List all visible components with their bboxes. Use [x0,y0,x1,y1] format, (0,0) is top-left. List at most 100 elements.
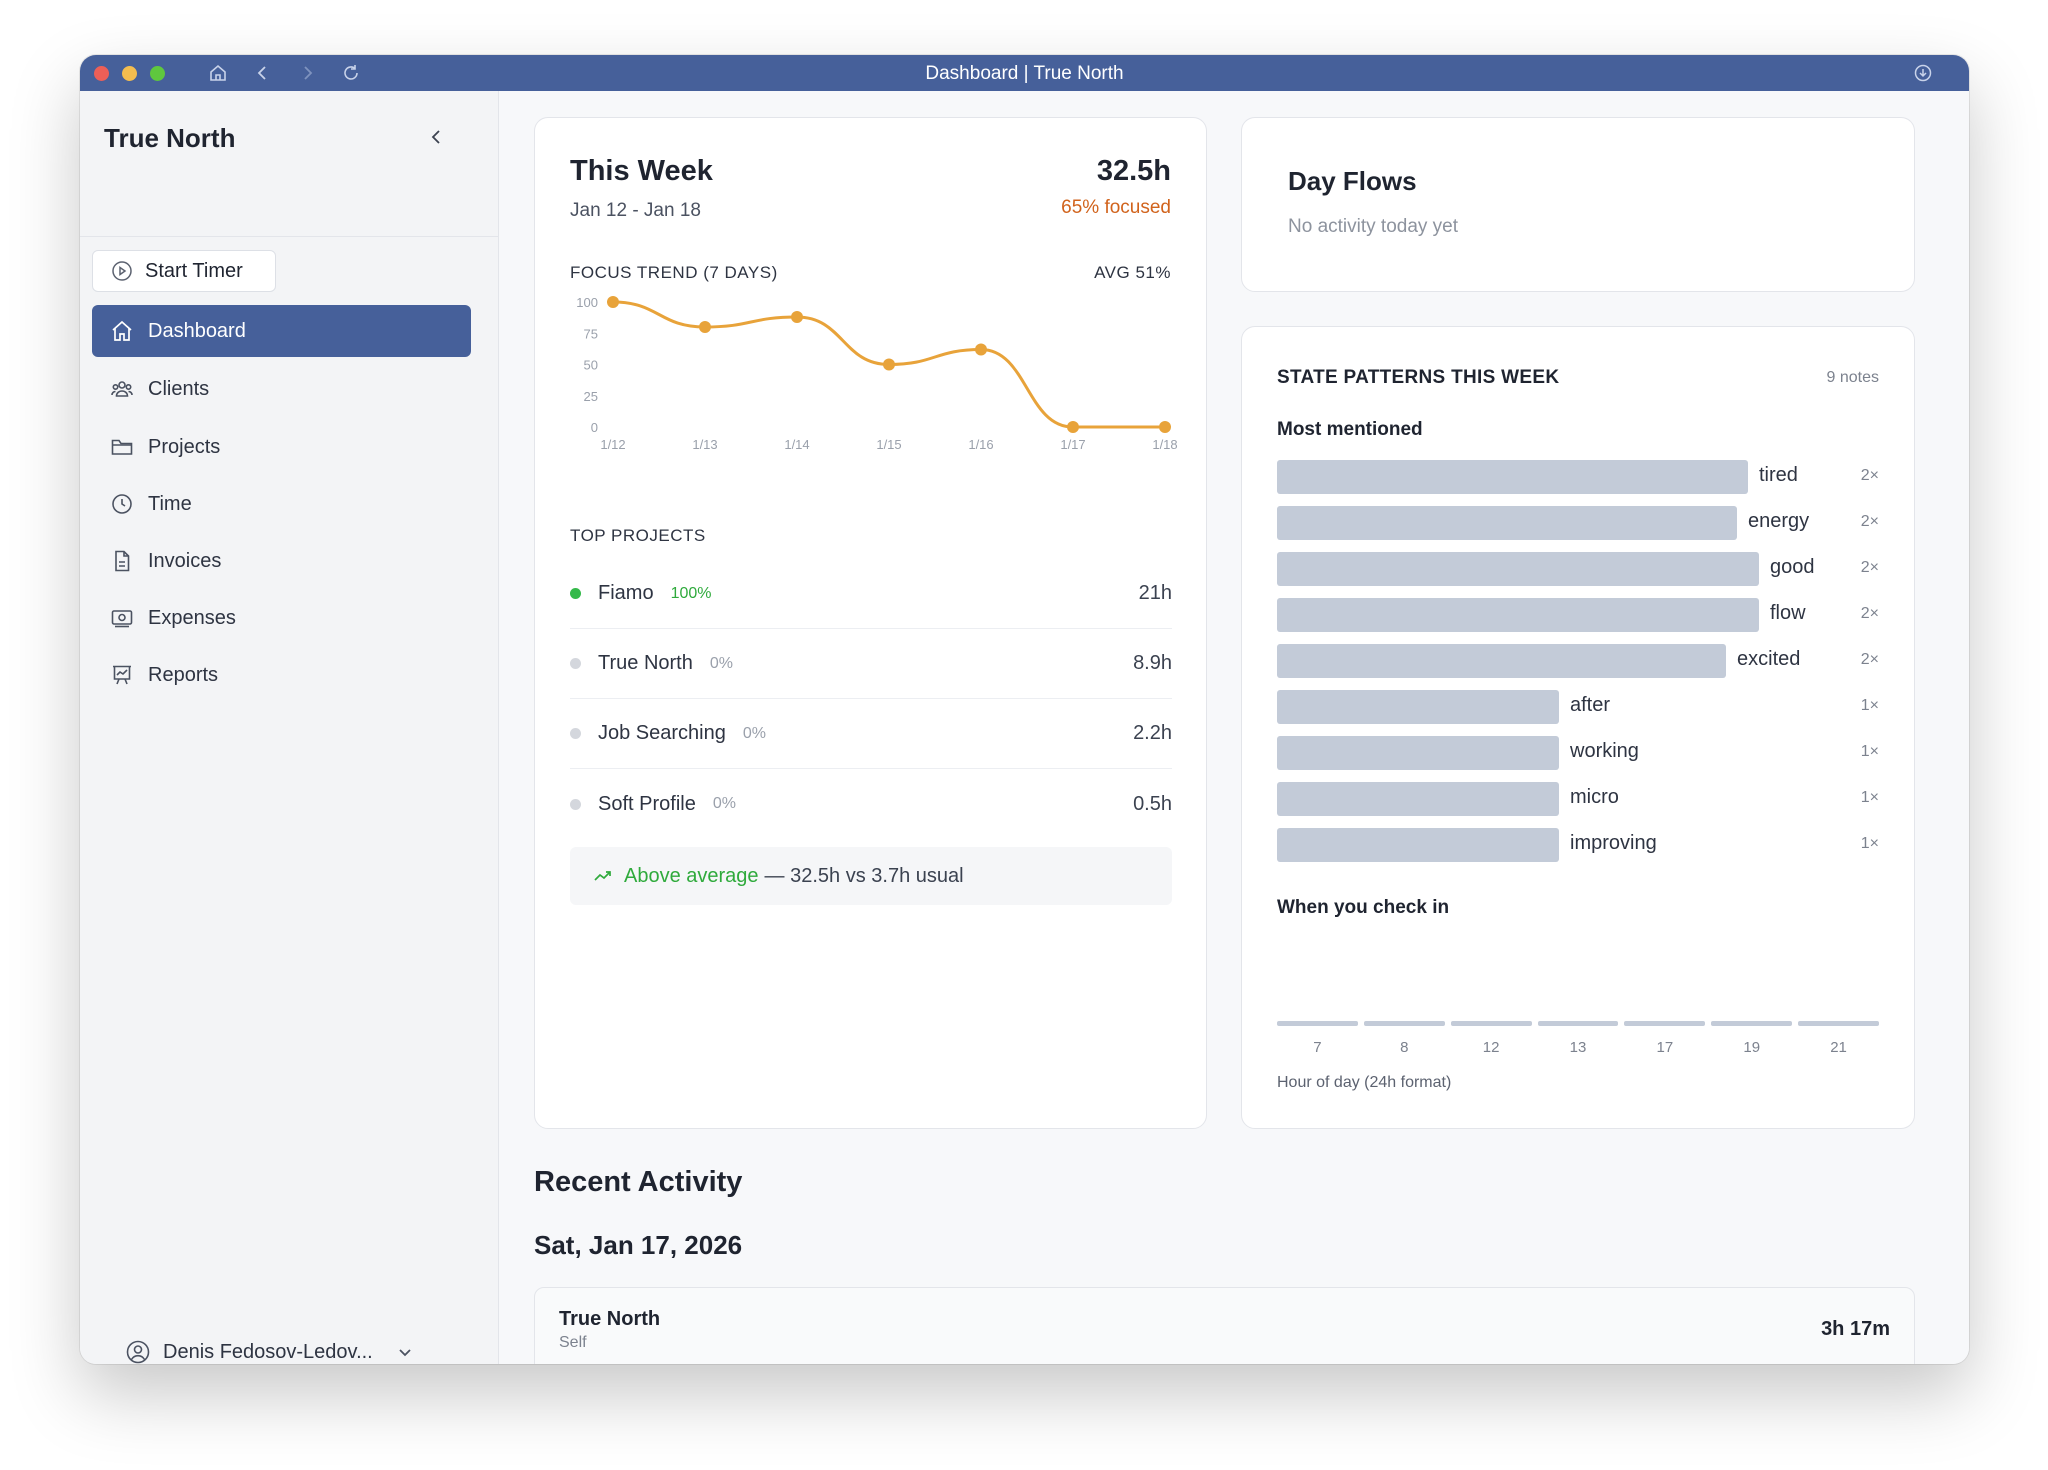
word-frequency-bar [1277,828,1559,862]
collapse-sidebar-icon[interactable] [422,123,450,151]
project-name: Job Searching [598,722,726,744]
sidebar-item-label: Invoices [148,549,222,572]
this-week-range: Jan 12 - Jan 18 [570,200,701,221]
word-label: flow [1770,602,1806,624]
presentation-chart-icon [113,665,131,685]
word-frequency-row: improving 1× [1277,828,1879,862]
check-in-hour-bar [1711,1021,1793,1026]
x-tick-label: 1/14 [784,437,809,452]
above-average-label: Above average [624,864,759,887]
receipt-icon [111,610,133,628]
word-label: good [1770,556,1815,578]
home-icon[interactable] [206,61,230,85]
user-menu[interactable]: Denis Fedosov-Ledov... [125,1339,415,1364]
project-name: Fiamo [598,582,654,604]
activity-entry[interactable]: True North Self 3h 17m [534,1287,1915,1364]
above-average-detail: — 32.5h vs 3.7h usual [764,864,964,887]
play-circle-icon [112,261,132,281]
word-frequency-row: energy 2× [1277,506,1879,540]
hour-tick-label: 8 [1400,1039,1409,1056]
sidebar-item-label: Time [148,492,192,515]
project-hours: 21h [1138,582,1172,604]
this-week-total: 32.5h [1096,155,1171,187]
sidebar-item-time[interactable]: Time [92,478,471,530]
trending-up-icon [594,871,611,881]
word-label: improving [1570,832,1657,854]
project-row[interactable]: Fiamo 100% 21h [570,559,1172,629]
sidebar-item-projects[interactable]: Projects [92,421,471,473]
check-in-hour-bar [1624,1021,1706,1026]
sidebar-item-label: Reports [148,663,219,686]
y-tick-label: 100 [576,295,598,310]
project-name: True North [598,652,693,674]
word-count: 2× [1860,605,1879,622]
user-circle-icon [126,1340,150,1364]
word-frequency-bar [1277,782,1559,816]
hour-tick-label: 17 [1656,1039,1674,1056]
word-count: 2× [1860,467,1879,484]
word-frequency-row: good 2× [1277,552,1879,586]
start-timer-label: Start Timer [145,259,243,282]
project-hours: 2.2h [1133,722,1172,744]
main-content: This Week Jan 12 - Jan 18 32.5h 65% focu… [500,91,1969,1364]
sidebar-item-reports[interactable]: Reports [92,649,471,701]
close-window-button[interactable] [94,66,109,81]
word-count: 1× [1860,743,1879,760]
sidebar-item-clients[interactable]: Clients [92,363,471,415]
this-week-title: This Week [570,155,713,187]
chevron-down-icon [399,1349,411,1357]
x-tick-label: 1/17 [1060,437,1085,452]
focus-trend-point [699,321,711,333]
sidebar-item-label: Clients [148,377,210,400]
x-tick-label: 1/16 [968,437,993,452]
maximize-window-button[interactable] [150,66,165,81]
sidebar: True North Start Timer Dashboard Clients… [80,91,499,1364]
focus-trend-point [791,311,803,323]
word-count: 2× [1860,513,1879,530]
back-icon[interactable] [251,61,275,85]
focus-trend-point [607,296,619,308]
x-tick-label: 1/18 [1152,437,1177,452]
word-label: after [1570,694,1611,716]
window-title: Dashboard | True North [925,63,1124,84]
word-frequency-row: working 1× [1277,736,1879,770]
app-brand: True North [104,123,236,153]
most-mentioned-label: Most mentioned [1277,419,1423,440]
sidebar-item-dashboard[interactable]: Dashboard [92,305,471,357]
focus-trend-point [1159,421,1171,433]
hour-axis-caption: Hour of day (24h format) [1277,1074,1452,1091]
y-tick-label: 0 [591,420,598,435]
sidebar-item-invoices[interactable]: Invoices [92,535,471,587]
word-count: 1× [1860,835,1879,852]
activity-project: True North [559,1308,661,1330]
project-focus-pct: 100% [670,584,712,602]
focused-percentage: 65% focused [1061,197,1171,218]
top-projects-label: TOP PROJECTS [570,526,706,545]
check-in-hour-bar [1537,1021,1619,1026]
app-window: Dashboard | True North True North Start … [80,55,1969,1364]
download-icon[interactable] [1911,61,1935,85]
y-tick-label: 50 [584,358,598,373]
project-row[interactable]: Soft Profile 0% 0.5h [570,769,1172,839]
titlebar: Dashboard | True North [80,55,1969,91]
above-average-banner: Above average — 32.5h vs 3.7h usual [570,847,1172,905]
y-tick-label: 75 [584,326,598,341]
reload-icon[interactable] [339,61,363,85]
check-in-label: When you check in [1277,897,1450,918]
forward-icon[interactable] [295,61,319,85]
activity-duration: 3h 17m [1821,1318,1890,1340]
word-label: energy [1748,510,1810,532]
document-icon [115,550,130,572]
project-row[interactable]: Job Searching 0% 2.2h [570,699,1172,769]
check-in-hour-bar [1450,1021,1532,1026]
minimize-window-button[interactable] [122,66,137,81]
word-count: 1× [1860,789,1879,806]
start-timer-button[interactable]: Start Timer [92,250,276,292]
home-icon [112,320,132,341]
project-row[interactable]: True North 0% 8.9h [570,629,1172,699]
recent-activity-title: Recent Activity [534,1166,743,1198]
sidebar-item-expenses[interactable]: Expenses [92,592,471,644]
project-status-dot [570,798,581,810]
check-in-hour-bar [1277,1021,1358,1026]
word-count: 2× [1860,559,1879,576]
